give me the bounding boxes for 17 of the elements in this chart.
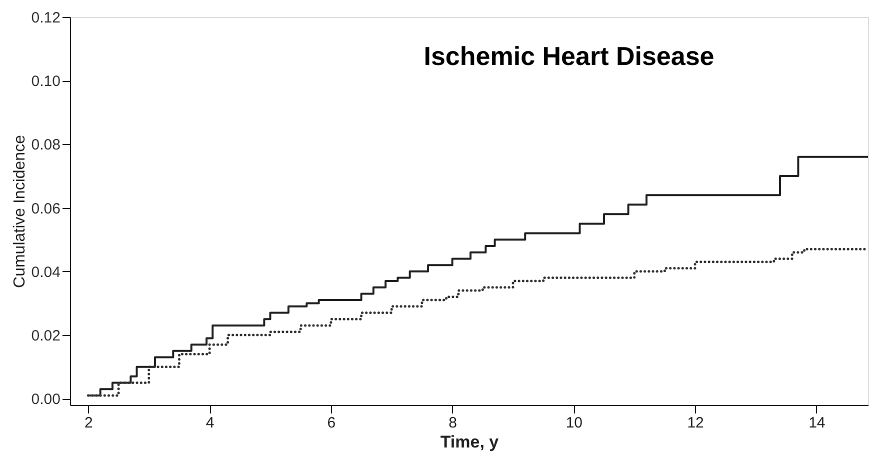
x-tick-label: 6 bbox=[327, 414, 336, 432]
x-tick-label: 4 bbox=[206, 414, 214, 432]
y-tick-label: 0.12 bbox=[31, 10, 60, 26]
y-tick-label: 0.06 bbox=[31, 200, 60, 218]
x-tick-label: 2 bbox=[84, 414, 93, 432]
x-tick-label: 8 bbox=[448, 414, 457, 432]
x-tick-label: 10 bbox=[566, 414, 583, 432]
y-tick-label: 0.10 bbox=[31, 73, 60, 90]
x-tick-label: 14 bbox=[808, 414, 826, 432]
y-tick-label: 0.04 bbox=[31, 264, 60, 281]
y-axis-title: Cumulative Incidence bbox=[11, 134, 28, 288]
text: Ischemic Heart Disease bbox=[424, 41, 714, 71]
y-tick-label: 0.02 bbox=[31, 328, 60, 345]
x-tick-label: 12 bbox=[687, 414, 704, 432]
y-tick-label: 0.00 bbox=[31, 391, 60, 408]
y-tick-label: 0.08 bbox=[31, 136, 60, 154]
x-axis-title: Time, y bbox=[440, 432, 500, 452]
